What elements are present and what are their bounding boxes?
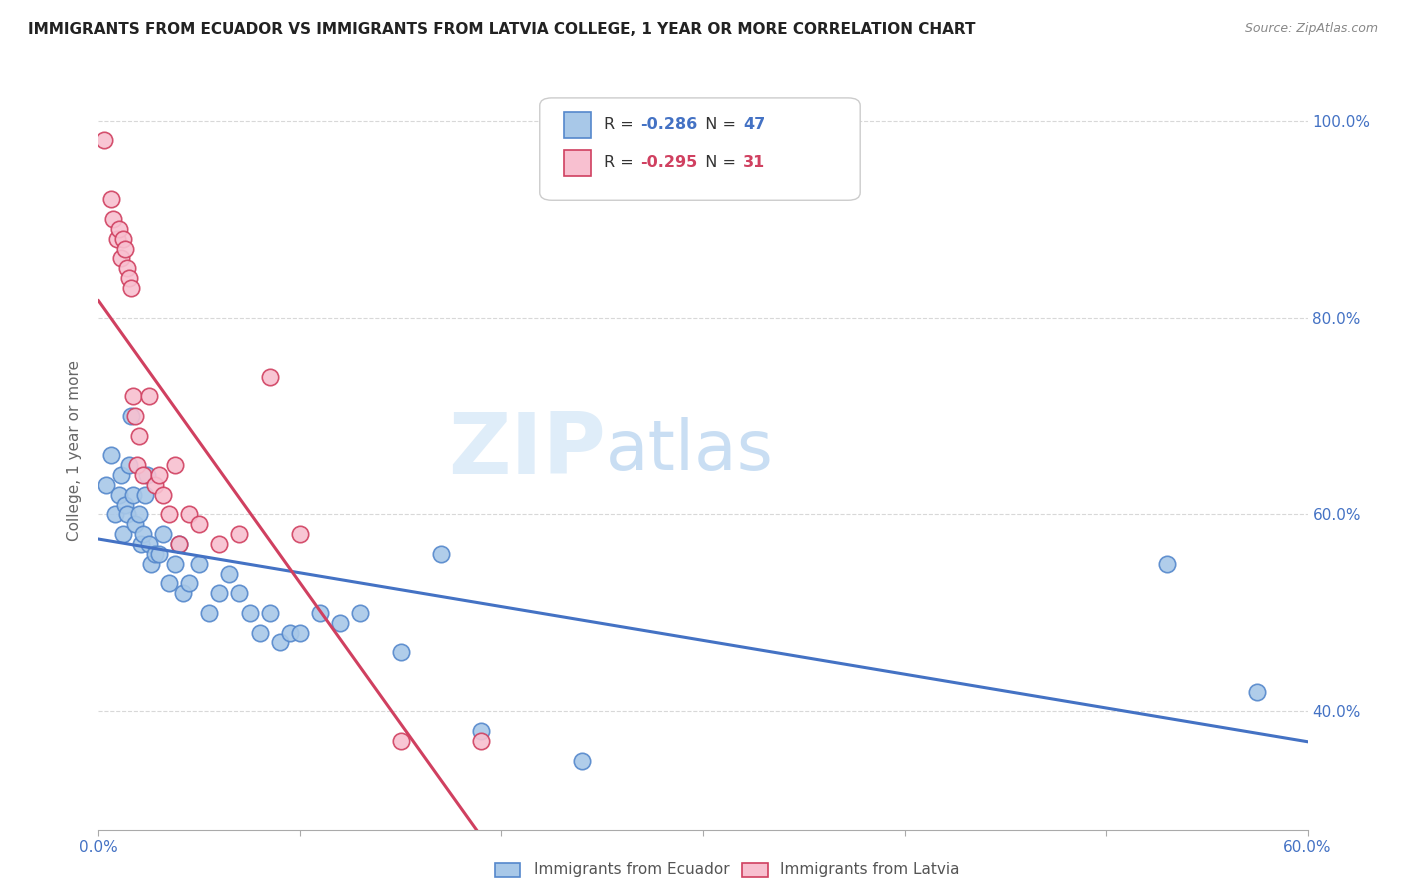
Point bbox=[167, 537, 190, 551]
FancyBboxPatch shape bbox=[564, 150, 591, 176]
Point bbox=[107, 488, 129, 502]
Point bbox=[329, 615, 352, 630]
Point bbox=[110, 468, 132, 483]
Point bbox=[110, 252, 132, 266]
Point bbox=[239, 606, 262, 620]
Point bbox=[143, 478, 166, 492]
FancyBboxPatch shape bbox=[540, 98, 860, 201]
Point bbox=[470, 724, 492, 739]
Point bbox=[134, 488, 156, 502]
Point bbox=[208, 586, 231, 600]
Point bbox=[115, 508, 138, 522]
Point bbox=[309, 606, 332, 620]
Point bbox=[157, 576, 180, 591]
Point bbox=[120, 409, 142, 423]
Point bbox=[198, 606, 221, 620]
Point bbox=[128, 508, 150, 522]
Point bbox=[259, 369, 281, 384]
Point bbox=[111, 232, 134, 246]
Point bbox=[101, 212, 124, 227]
Text: IMMIGRANTS FROM ECUADOR VS IMMIGRANTS FROM LATVIA COLLEGE, 1 YEAR OR MORE CORREL: IMMIGRANTS FROM ECUADOR VS IMMIGRANTS FR… bbox=[28, 22, 976, 37]
Point bbox=[143, 547, 166, 561]
Text: -0.286: -0.286 bbox=[640, 117, 697, 132]
Point bbox=[96, 478, 118, 492]
Point bbox=[157, 508, 180, 522]
Point bbox=[139, 557, 162, 571]
Point bbox=[259, 606, 281, 620]
Point bbox=[100, 193, 122, 207]
Point bbox=[105, 232, 128, 246]
Point bbox=[571, 754, 593, 768]
Point bbox=[124, 517, 146, 532]
Point bbox=[125, 458, 148, 473]
Point bbox=[218, 566, 240, 581]
Point bbox=[278, 625, 301, 640]
Y-axis label: College, 1 year or more: College, 1 year or more bbox=[67, 360, 83, 541]
Point bbox=[138, 537, 160, 551]
Text: Source: ZipAtlas.com: Source: ZipAtlas.com bbox=[1244, 22, 1378, 36]
Point bbox=[100, 449, 122, 463]
Point bbox=[167, 537, 190, 551]
Point bbox=[228, 527, 250, 541]
Point bbox=[228, 586, 250, 600]
Point bbox=[163, 458, 186, 473]
Text: 47: 47 bbox=[742, 117, 765, 132]
Point bbox=[152, 488, 174, 502]
Point bbox=[349, 606, 371, 620]
Point bbox=[121, 389, 143, 403]
Point bbox=[93, 133, 115, 147]
Point bbox=[118, 458, 141, 473]
Text: ZIP: ZIP bbox=[449, 409, 606, 492]
Point bbox=[128, 428, 150, 442]
Point bbox=[1156, 557, 1178, 571]
Text: -0.295: -0.295 bbox=[640, 155, 697, 169]
Point bbox=[208, 537, 231, 551]
Point bbox=[179, 576, 201, 591]
Point bbox=[103, 508, 125, 522]
Point bbox=[188, 557, 211, 571]
Point bbox=[129, 537, 152, 551]
Point bbox=[148, 468, 170, 483]
Point bbox=[430, 547, 453, 561]
Point bbox=[269, 635, 291, 649]
Point bbox=[114, 498, 136, 512]
Point bbox=[249, 625, 271, 640]
Point bbox=[389, 734, 412, 748]
Point bbox=[148, 547, 170, 561]
Point bbox=[132, 527, 155, 541]
Text: N =: N = bbox=[695, 117, 741, 132]
FancyBboxPatch shape bbox=[495, 863, 520, 877]
Point bbox=[118, 271, 141, 285]
Point bbox=[124, 409, 146, 423]
Point bbox=[470, 734, 492, 748]
Point bbox=[172, 586, 194, 600]
Point bbox=[152, 527, 174, 541]
Text: Immigrants from Latvia: Immigrants from Latvia bbox=[780, 863, 960, 877]
Point bbox=[188, 517, 211, 532]
Point bbox=[163, 557, 186, 571]
Point bbox=[111, 527, 134, 541]
Point bbox=[114, 242, 136, 256]
Point bbox=[1246, 684, 1268, 698]
Point bbox=[135, 468, 157, 483]
Point bbox=[389, 645, 412, 659]
Point bbox=[115, 261, 138, 276]
Point bbox=[138, 389, 160, 403]
Text: N =: N = bbox=[695, 155, 741, 169]
FancyBboxPatch shape bbox=[742, 863, 768, 877]
Point bbox=[132, 468, 155, 483]
FancyBboxPatch shape bbox=[564, 112, 591, 138]
Text: atlas: atlas bbox=[606, 417, 775, 484]
Point bbox=[107, 222, 129, 236]
Text: R =: R = bbox=[603, 117, 638, 132]
Text: 31: 31 bbox=[742, 155, 765, 169]
Point bbox=[288, 625, 311, 640]
Point bbox=[179, 508, 201, 522]
Text: R =: R = bbox=[603, 155, 638, 169]
Text: Immigrants from Ecuador: Immigrants from Ecuador bbox=[534, 863, 730, 877]
Point bbox=[120, 281, 142, 295]
Point bbox=[121, 488, 143, 502]
Point bbox=[288, 527, 311, 541]
